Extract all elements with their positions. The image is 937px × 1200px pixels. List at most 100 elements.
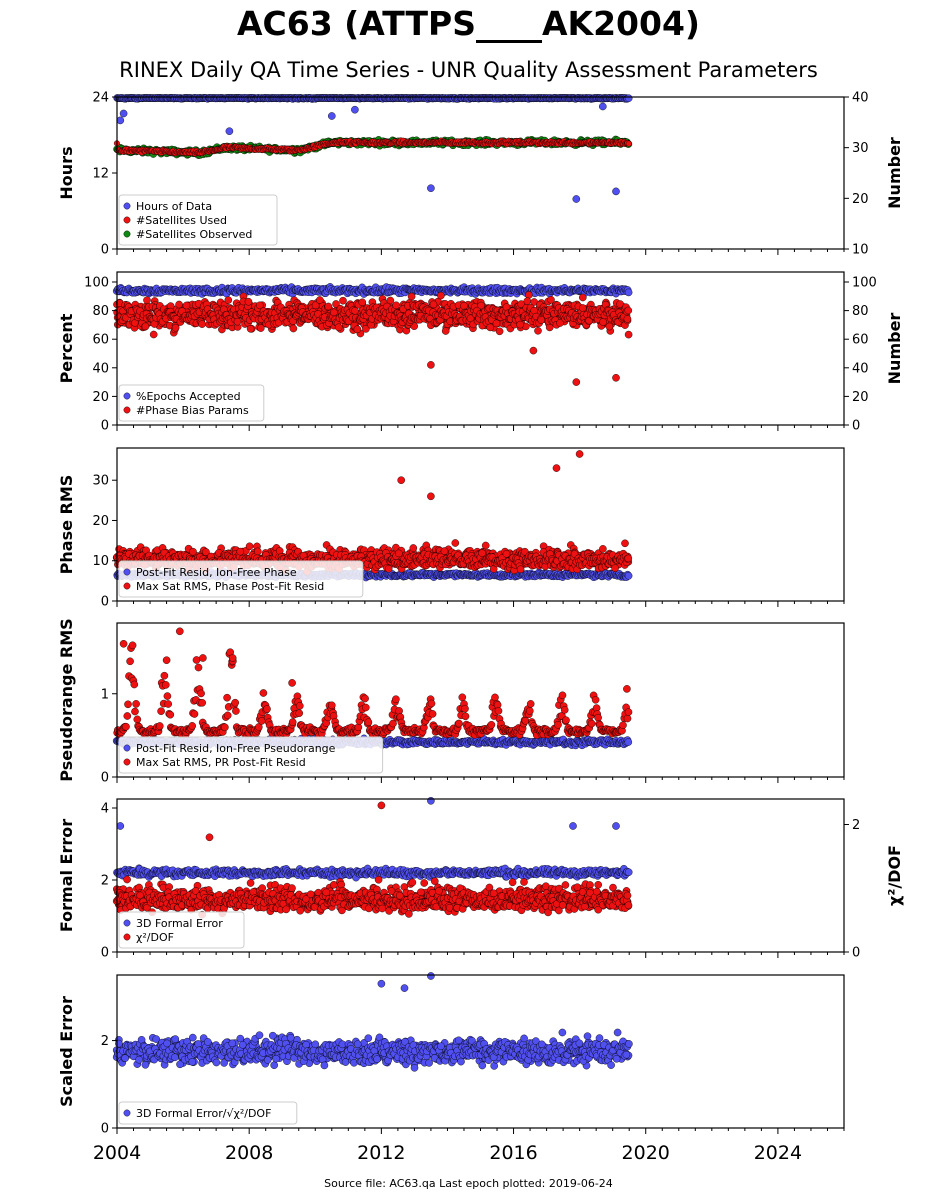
legend-marker [123, 202, 131, 210]
phase-bias-point [334, 323, 343, 332]
y2-tick-label: 10 [852, 243, 869, 258]
phase-bias-point [141, 322, 150, 331]
phase-bias-point [486, 323, 495, 332]
phase-maxsat-point [599, 545, 607, 553]
phase-maxsat-point [409, 544, 418, 552]
phase-bias-point [198, 320, 206, 328]
hours-point [612, 187, 620, 196]
phase-maxsat-point [451, 539, 460, 547]
phase-bias-point [572, 378, 581, 386]
legend-entry: Hours of Data [136, 200, 212, 213]
phase-bias-point [523, 297, 532, 305]
phase-maxsat-point [621, 539, 629, 548]
phase-bias-point [623, 315, 632, 323]
y-tick-label: 40 [92, 361, 109, 376]
phase-bias-point [460, 302, 468, 310]
legend-marker [123, 230, 131, 238]
phase-bias-point [624, 330, 633, 339]
phase-bias-point [624, 306, 633, 315]
phase-bias-point [224, 296, 233, 304]
phase-bias-point [324, 302, 333, 311]
phase-bias-point [427, 361, 435, 369]
phase-bias-point [330, 308, 338, 317]
phase-bias-point [579, 304, 587, 312]
phase-bias-point [149, 330, 158, 339]
phase-maxsat-point [236, 547, 245, 556]
phase-bias-point [358, 298, 367, 307]
legend-marker [123, 392, 131, 400]
phase-maxsat-point [394, 549, 403, 558]
phase-bias-point [529, 346, 538, 355]
legend-entry: %Epochs Accepted [136, 390, 241, 403]
phase-bias-point [495, 327, 504, 336]
phase-bias-point [599, 318, 607, 326]
hours-point [119, 109, 128, 118]
phase-bias-point [516, 320, 525, 329]
y-tick-label: 100 [84, 276, 109, 291]
phase-bias-point [437, 291, 445, 300]
y2-tick-label: 20 [852, 390, 869, 405]
phase-bias-point [175, 300, 183, 309]
epochs-point [624, 288, 633, 297]
legend-marker [123, 406, 131, 414]
phase-bias-point [150, 320, 159, 328]
y2-axis-label: Number [885, 137, 904, 209]
y-tick-label: 60 [92, 333, 109, 348]
phase-maxsat-point [245, 542, 254, 551]
y-axis-label: Hours [57, 146, 76, 199]
phase-bias-point [534, 326, 542, 335]
phase-maxsat-point [384, 565, 393, 573]
phase-bias-point [143, 296, 151, 305]
phase-maxsat-point [481, 541, 490, 550]
phase-maxsat-point [189, 547, 197, 556]
y2-tick-label: 80 [852, 304, 869, 319]
phase-bias-point [171, 323, 180, 332]
phase-bias-point [612, 373, 620, 382]
hours-point [427, 184, 435, 192]
phase-bias-point [605, 322, 614, 331]
legend-entry: #Phase Bias Params [136, 404, 249, 417]
phase-bias-point [537, 316, 546, 324]
y2-tick-label: 40 [852, 361, 869, 376]
y-tick-label: 80 [92, 304, 109, 319]
y2-tick-label: 20 [852, 192, 869, 207]
phase-bias-point [315, 296, 324, 304]
phase-maxsat-point [253, 547, 262, 556]
legend-marker [123, 216, 131, 224]
hours-point [624, 94, 633, 102]
phase-bias-point [182, 301, 191, 310]
hours-point [225, 127, 234, 135]
y2-tick-label: 30 [852, 141, 869, 156]
page-title: AC63 (ATTPS____AK2004) [237, 4, 700, 43]
y-axis-label: Percent [57, 313, 76, 383]
page-subtitle: RINEX Daily QA Time Series - UNR Quality… [119, 58, 818, 82]
phase-bias-point [233, 317, 242, 326]
legend-entry: #Satellites Observed [136, 228, 252, 241]
phase-resid-point [624, 572, 633, 580]
y-tick-label: 0 [101, 419, 109, 434]
y2-axis-label: Number [885, 313, 904, 385]
y2-tick-label: 60 [852, 333, 869, 348]
y-tick-label: 0 [101, 243, 109, 258]
sat-used-point [625, 140, 632, 147]
phase-bias-point [244, 297, 253, 306]
phase-bias-point [246, 324, 255, 333]
hours-point [599, 102, 607, 111]
hours-point [116, 116, 125, 125]
hours-point [572, 195, 581, 203]
phase-bias-point [289, 324, 298, 333]
phase-bias-point [579, 293, 587, 302]
phase-bias-point [407, 292, 416, 301]
y-tick-label: 12 [92, 167, 109, 182]
phase-bias-point [547, 295, 555, 304]
phase-bias-point [353, 325, 362, 334]
phase-bias-point [492, 319, 501, 328]
y-tick-label: 20 [92, 390, 109, 405]
y2-tick-label: 40 [852, 91, 869, 106]
hours-point [327, 112, 336, 120]
phase-bias-point [339, 296, 347, 305]
hours-point [351, 105, 359, 114]
